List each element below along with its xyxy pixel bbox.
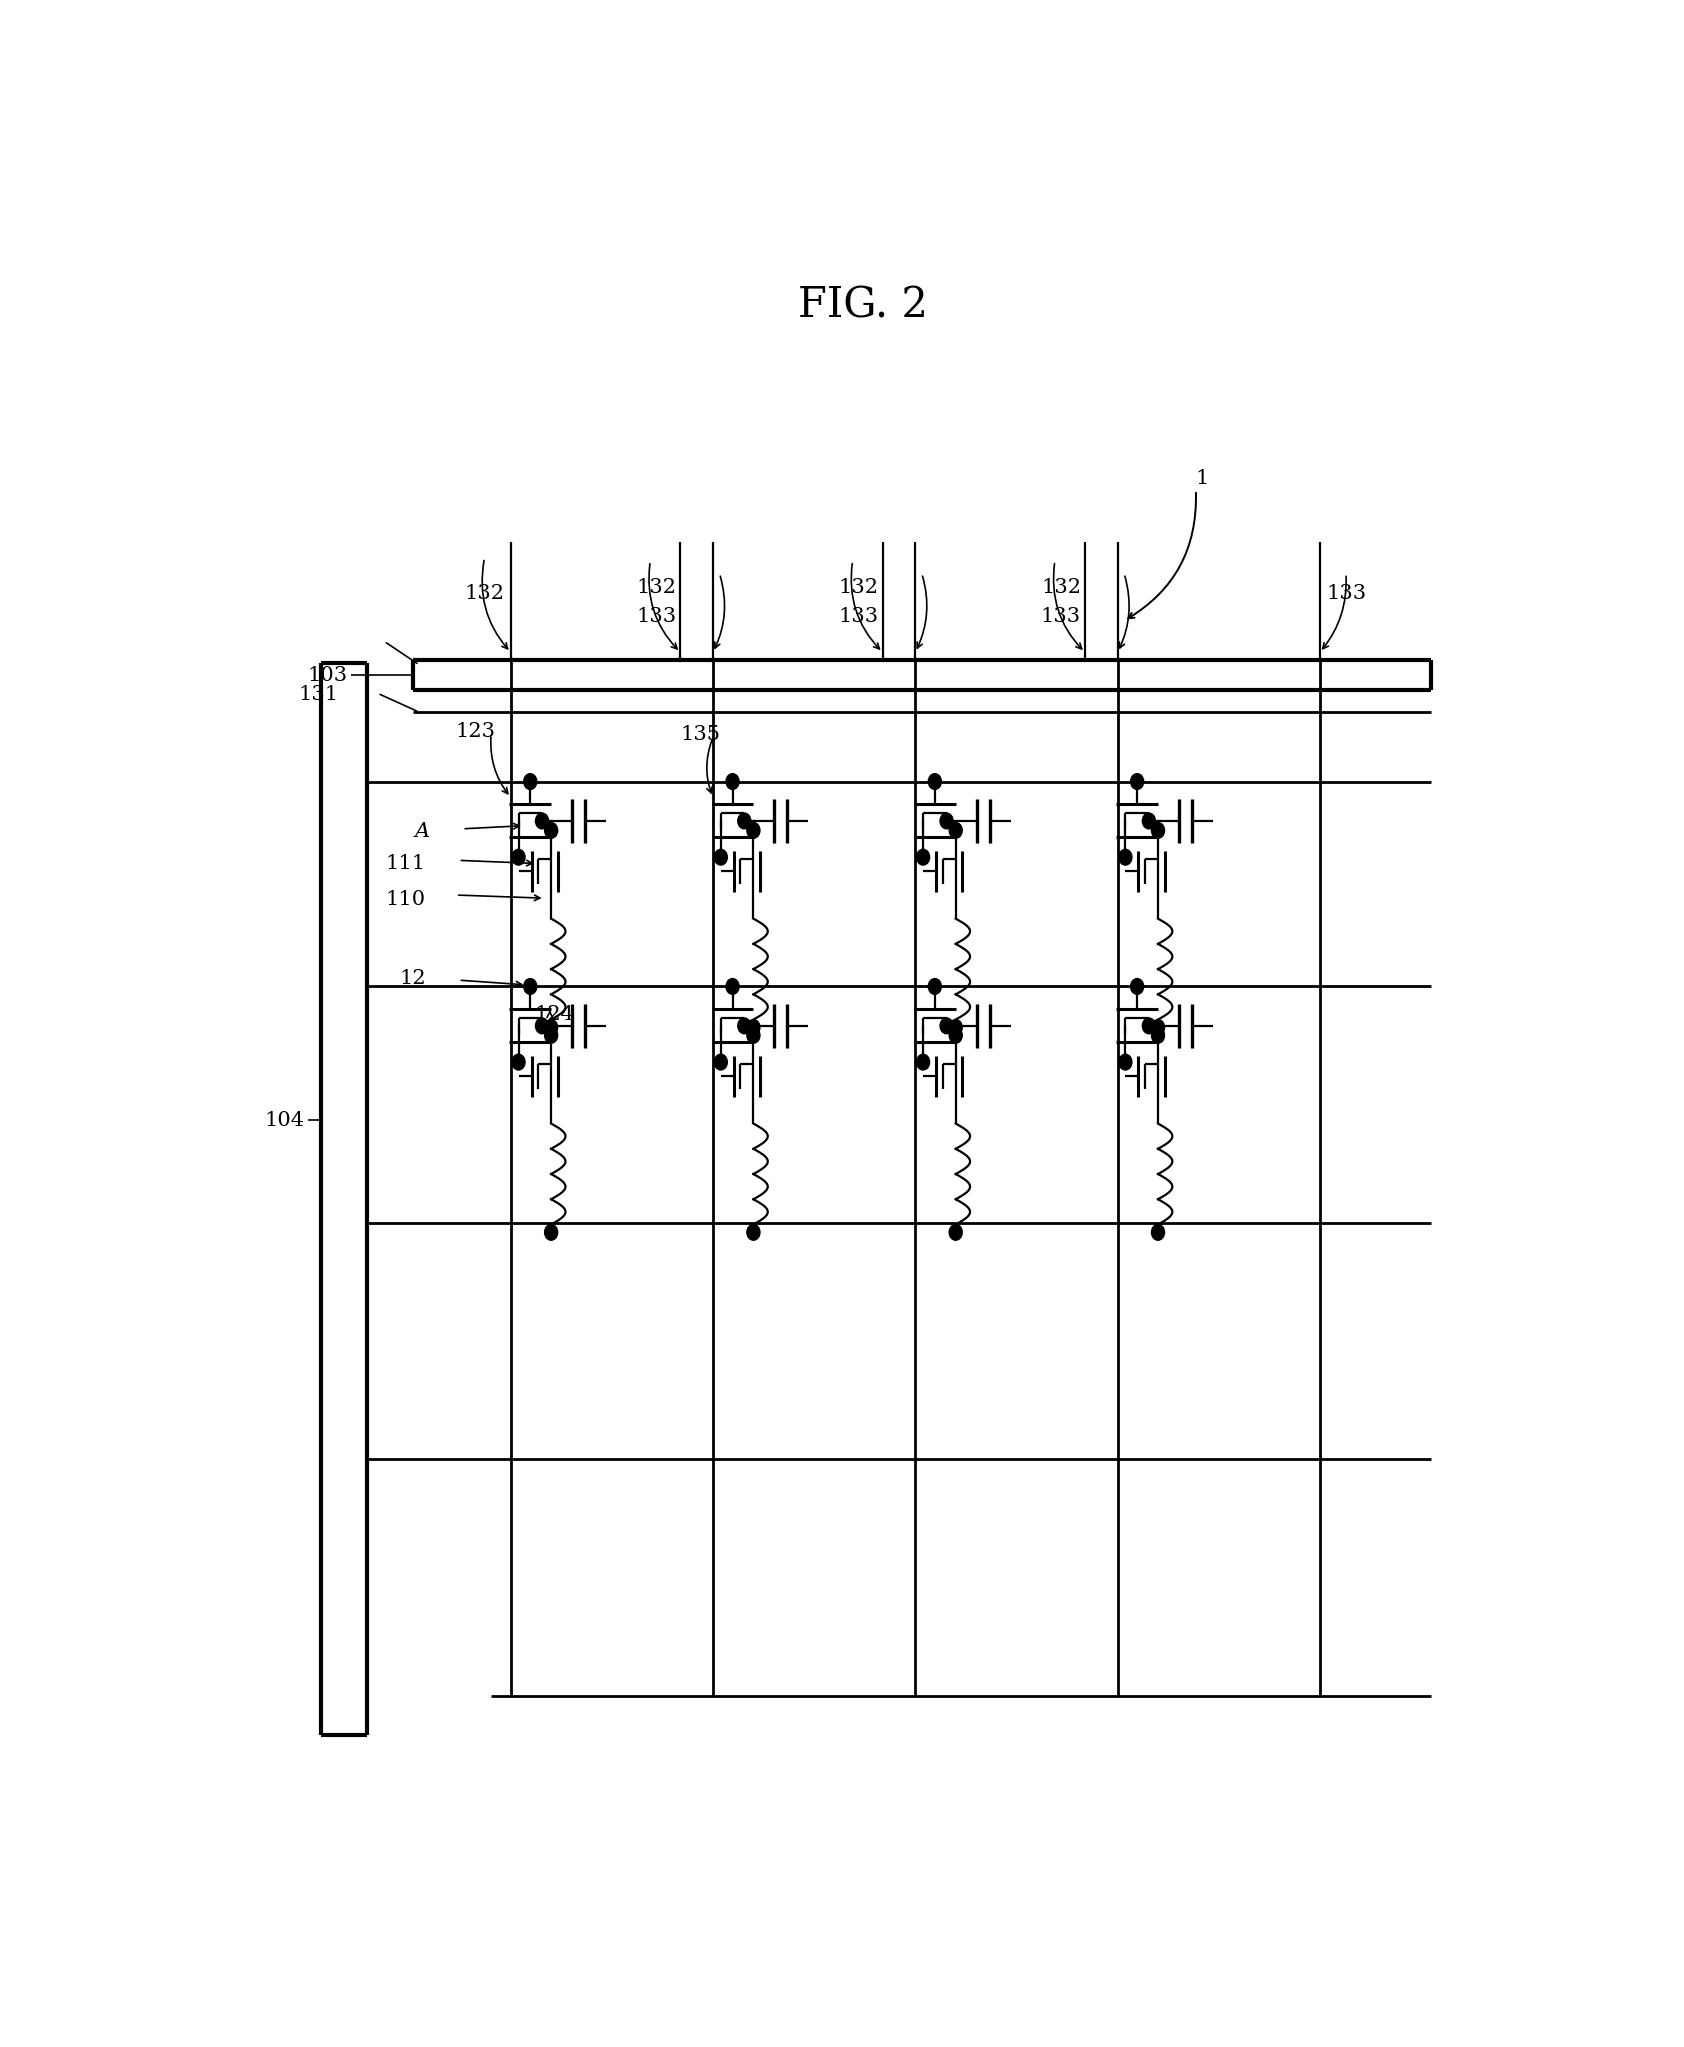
Circle shape — [928, 774, 941, 790]
Circle shape — [1130, 978, 1143, 995]
Circle shape — [726, 978, 739, 995]
Circle shape — [1152, 823, 1165, 839]
Text: 133: 133 — [637, 606, 677, 626]
Text: 133: 133 — [1041, 606, 1081, 626]
Circle shape — [512, 1054, 525, 1071]
Circle shape — [950, 1019, 962, 1036]
Text: 131: 131 — [298, 686, 338, 704]
Circle shape — [1142, 1017, 1155, 1034]
Circle shape — [950, 823, 962, 839]
Circle shape — [524, 978, 537, 995]
Circle shape — [544, 1028, 557, 1044]
Text: 123: 123 — [456, 723, 495, 741]
Text: 132: 132 — [637, 577, 677, 598]
Text: 12: 12 — [399, 968, 426, 989]
Text: 132: 132 — [465, 585, 504, 604]
Circle shape — [748, 1224, 759, 1240]
Circle shape — [940, 813, 953, 829]
Circle shape — [1152, 1019, 1165, 1036]
Circle shape — [1130, 774, 1143, 790]
Circle shape — [714, 850, 727, 866]
Circle shape — [916, 850, 930, 866]
Circle shape — [1118, 850, 1132, 866]
Text: 132: 132 — [1041, 577, 1081, 598]
Text: FIG. 2: FIG. 2 — [798, 285, 928, 328]
Circle shape — [748, 823, 759, 839]
Circle shape — [544, 823, 557, 839]
Circle shape — [536, 1017, 549, 1034]
Circle shape — [738, 1017, 751, 1034]
Text: 133: 133 — [1327, 585, 1366, 604]
Circle shape — [748, 1019, 759, 1036]
Circle shape — [928, 978, 941, 995]
Circle shape — [950, 1028, 962, 1044]
Circle shape — [512, 850, 525, 866]
Text: 135: 135 — [680, 725, 721, 743]
Text: 132: 132 — [839, 577, 879, 598]
Circle shape — [940, 1017, 953, 1034]
Circle shape — [726, 774, 739, 790]
Circle shape — [1152, 1224, 1165, 1240]
Circle shape — [544, 1019, 557, 1036]
Text: 111: 111 — [386, 854, 426, 872]
Circle shape — [544, 1224, 557, 1240]
Circle shape — [1142, 813, 1155, 829]
Text: 104: 104 — [264, 1112, 305, 1130]
Circle shape — [536, 813, 549, 829]
Text: 133: 133 — [839, 606, 879, 626]
Text: A: A — [414, 823, 429, 841]
Circle shape — [950, 1224, 962, 1240]
Circle shape — [1152, 1028, 1165, 1044]
Circle shape — [1118, 1054, 1132, 1071]
Circle shape — [738, 813, 751, 829]
Text: 103: 103 — [308, 665, 347, 684]
Circle shape — [916, 1054, 930, 1071]
Circle shape — [748, 1028, 759, 1044]
Circle shape — [714, 1054, 727, 1071]
Circle shape — [524, 774, 537, 790]
Text: 110: 110 — [386, 890, 426, 909]
Text: 124: 124 — [534, 1005, 574, 1024]
Text: 1: 1 — [1196, 469, 1209, 489]
